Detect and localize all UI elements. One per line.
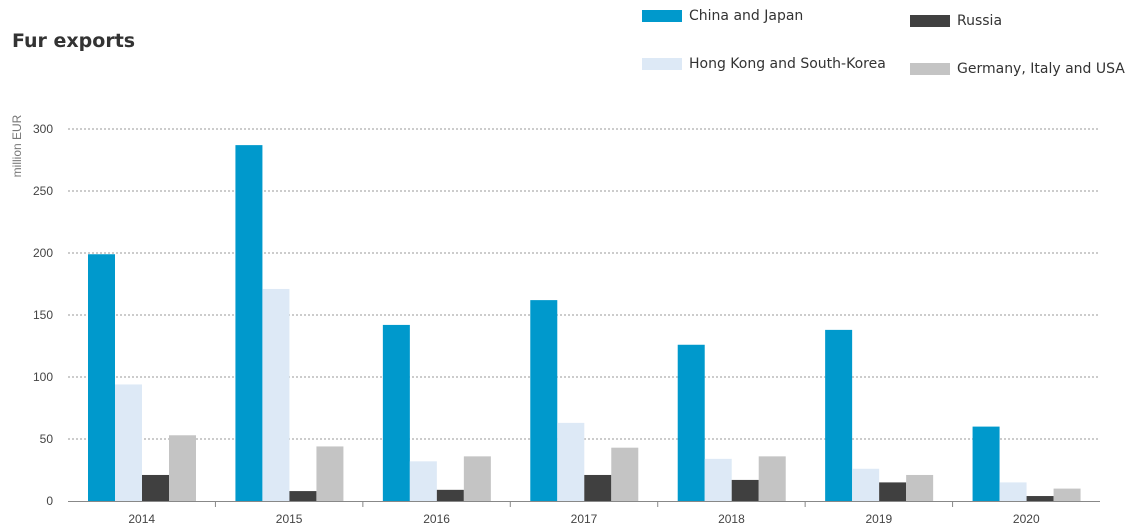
legend-swatch-china-japan [642, 10, 682, 22]
bar-2015-germany-italy-and-usa[interactable] [316, 446, 344, 501]
bar-2017-germany-italy-and-usa[interactable] [611, 447, 639, 501]
x-tick-label: 2016 [423, 512, 450, 526]
bar-2014-germany-italy-and-usa[interactable] [169, 435, 196, 501]
bar-2020-china-and-japan[interactable] [972, 426, 1000, 501]
y-axis-label: million EUR [10, 114, 24, 177]
bar-2014-china-and-japan[interactable] [88, 254, 115, 501]
x-tick-label: 2015 [276, 512, 303, 526]
bar-2019-hong-kong-and-south-korea[interactable] [852, 468, 880, 501]
bar-2018-hong-kong-and-south-korea[interactable] [704, 458, 732, 501]
bar-2016-russia[interactable] [436, 489, 464, 501]
chart-title: Fur exports [12, 30, 136, 52]
bar-2020-germany-italy-and-usa[interactable] [1053, 488, 1081, 501]
x-tick-label: 2018 [718, 512, 745, 526]
x-tick-label: 2014 [128, 512, 155, 526]
bar-2014-russia[interactable] [142, 474, 169, 501]
bar-2015-hong-kong-and-south-korea[interactable] [262, 288, 290, 501]
legend-label-china-japan: China and Japan [689, 8, 804, 24]
legend-swatch-hongkong-southkorea [642, 58, 682, 70]
y-tick-label: 100 [33, 370, 53, 384]
bar-2019-china-and-japan[interactable] [825, 329, 853, 501]
legend-swatch-russia [910, 15, 950, 27]
x-tick-label: 2020 [1013, 512, 1040, 526]
bar-2014-hong-kong-and-south-korea[interactable] [115, 384, 142, 501]
legend-item-germany-italy-usa[interactable]: Germany, Italy and USA [910, 61, 1125, 77]
y-tick-label: 0 [46, 494, 53, 508]
bar-2017-russia[interactable] [584, 474, 612, 501]
bar-2018-china-and-japan[interactable] [677, 344, 705, 501]
legend-item-china-japan[interactable]: China and Japan [642, 8, 803, 24]
y-tick-label: 300 [33, 122, 53, 136]
bar-2020-hong-kong-and-south-korea[interactable] [999, 482, 1027, 501]
legend-label-russia: Russia [957, 13, 1003, 29]
x-tick-label: 2019 [866, 512, 893, 526]
bar-2016-germany-italy-and-usa[interactable] [463, 456, 491, 501]
legend-swatch-germany-italy-usa [910, 63, 950, 75]
bar-2016-china-and-japan[interactable] [382, 324, 410, 501]
y-tick-label: 250 [33, 184, 53, 198]
bar-2018-germany-italy-and-usa[interactable] [758, 456, 786, 501]
bar-2016-hong-kong-and-south-korea[interactable] [409, 461, 437, 501]
y-tick-label: 50 [40, 432, 54, 446]
bar-2017-china-and-japan[interactable] [530, 300, 558, 501]
bar-2018-russia[interactable] [731, 479, 759, 501]
bar-2019-germany-italy-and-usa[interactable] [906, 474, 934, 501]
bar-2019-russia[interactable] [879, 482, 907, 501]
bar-2015-china-and-japan[interactable] [235, 145, 263, 501]
legend-label-germany-italy-usa: Germany, Italy and USA [957, 61, 1125, 77]
x-tick-label: 2017 [571, 512, 598, 526]
legend-item-hongkong-southkorea[interactable]: Hong Kong and South-Korea [642, 56, 886, 72]
y-tick-label: 150 [33, 308, 53, 322]
bar-2017-hong-kong-and-south-korea[interactable] [557, 422, 585, 501]
legend-label-hongkong-southkorea: Hong Kong and South-Korea [689, 56, 886, 72]
bar-2020-russia[interactable] [1026, 496, 1054, 501]
bar-2015-russia[interactable] [289, 491, 317, 501]
legend-item-russia[interactable]: Russia [910, 13, 1002, 29]
y-tick-label: 200 [33, 246, 53, 260]
